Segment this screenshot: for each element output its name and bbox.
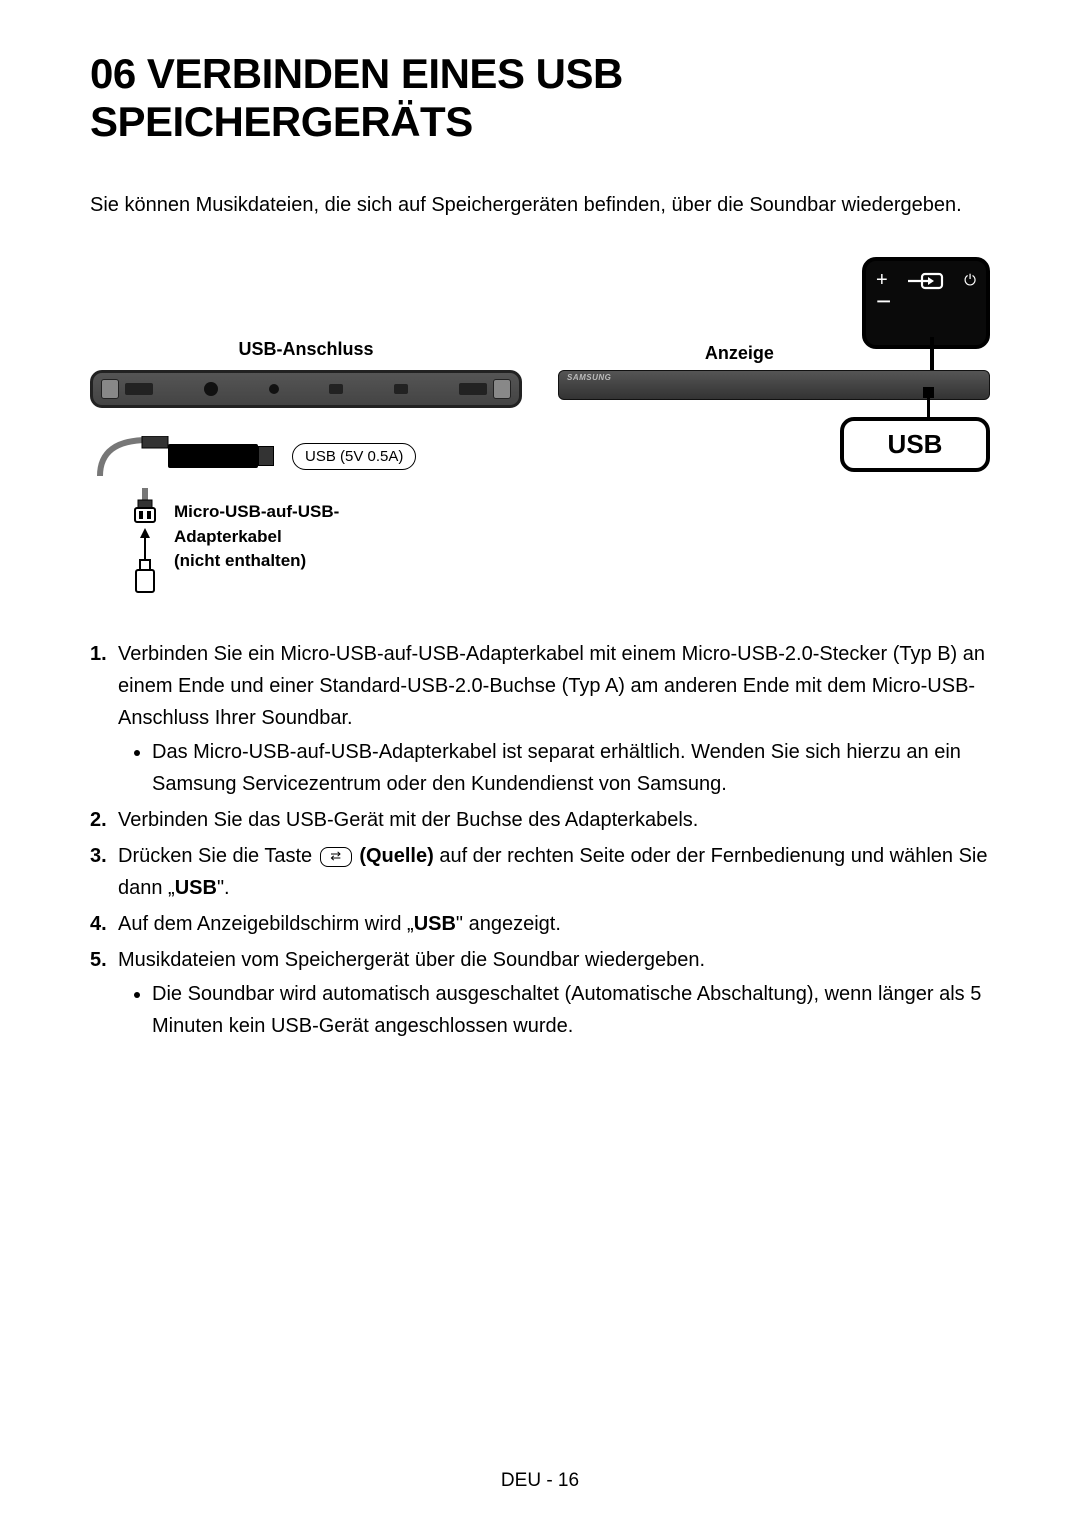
page-title: 06 VERBINDEN EINES USB SPEICHERGERÄTS	[90, 50, 990, 146]
power-icon: ⏻	[964, 272, 976, 289]
adapter-cable-section: Micro-USB-auf-USB- Adapterkabel (nicht e…	[90, 488, 522, 598]
cable-row: USB (5V 0.5A)	[90, 436, 522, 476]
step-5: Musikdateien vom Speichergerät über die …	[118, 944, 990, 1042]
usb-connector-block	[168, 444, 258, 468]
step-2: Verbinden Sie das USB-Gerät mit der Buch…	[118, 804, 990, 836]
step-1: Verbinden Sie ein Micro-USB-auf-USB-Adap…	[118, 638, 990, 800]
samsung-logo: SAMSUNG	[559, 371, 989, 382]
label-anzeige: Anzeige	[705, 343, 774, 364]
step-1-bullet-1: Das Micro-USB-auf-USB-Adapterkabel ist s…	[152, 736, 990, 800]
label-usb-anschluss: USB-Anschluss	[90, 339, 522, 360]
usb-adapter-icon	[130, 488, 160, 598]
source-button-icon	[320, 847, 352, 867]
volume-minus-icon: −	[876, 286, 976, 317]
usb-display-label: USB	[840, 417, 990, 472]
step-3: Drücken Sie die Taste (Quelle) auf der r…	[118, 840, 990, 904]
instruction-list: Verbinden Sie ein Micro-USB-auf-USB-Adap…	[90, 638, 990, 1042]
diagram-anzeige: Anzeige + ⏻ − SAMSUNG USB	[558, 257, 990, 598]
diagram-usb-anschluss: USB-Anschluss USB (5V 0.5A)	[90, 257, 522, 598]
control-panel: + ⏻ −	[862, 257, 990, 349]
page-footer: DEU - 16	[0, 1470, 1080, 1492]
usb-5v-label: USB (5V 0.5A)	[292, 443, 416, 470]
step-4: Auf dem Anzeigebildschirm wird „USB" ang…	[118, 908, 990, 940]
adapter-cable-label: Micro-USB-auf-USB- Adapterkabel (nicht e…	[174, 500, 339, 574]
soundbar-back-view	[90, 370, 522, 408]
cable-curve-icon	[90, 436, 170, 476]
source-icon	[908, 271, 944, 291]
intro-text: Sie können Musikdateien, die sich auf Sp…	[90, 194, 990, 217]
step-5-bullet-1: Die Soundbar wird automatisch ausgeschal…	[152, 978, 990, 1042]
diagram-row: USB-Anschluss USB (5V 0.5A)	[90, 257, 990, 598]
